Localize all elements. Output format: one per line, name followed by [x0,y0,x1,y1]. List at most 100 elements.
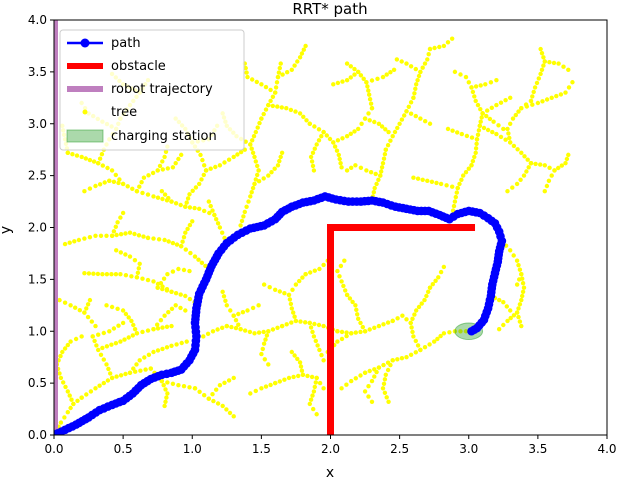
tree-node [475,132,481,137]
tree-node [170,240,176,246]
tree-node [197,389,202,394]
tree-node [101,357,107,362]
tree-node [199,260,205,265]
y-tick-label: 0.0 [28,428,47,442]
legend-label: robot trajectory [111,82,213,97]
tree-node [212,212,217,218]
tree-node [120,181,126,187]
tree-node [113,172,119,178]
tree-node [75,398,80,403]
tree-node [239,218,245,224]
tree-node [227,410,233,416]
tree-node [226,378,232,383]
x-axis: 0.0 0.5 1.0 1.5 2.0 2.5 3.0 3.5 4.0 [44,435,617,456]
tree-node [447,330,452,335]
tree-node [242,209,247,215]
tree-node [367,327,372,332]
tree-node [423,119,428,124]
tree-node [287,297,293,302]
tree-node [511,143,517,149]
tree-node [129,318,134,324]
tree-node [535,100,541,106]
tree-node [273,85,279,90]
tree-node [427,285,433,290]
tree-node [544,183,550,189]
tree-node [335,268,340,274]
tree-node [475,102,481,108]
tree-node [477,123,482,128]
tree-node [503,98,508,103]
tree-node [312,384,317,390]
tree-node [368,170,374,175]
tree-node [222,380,227,385]
tree-node [111,326,117,331]
tree-node [293,318,299,324]
tree-node [420,177,425,182]
tree-node [158,281,164,286]
tree-node [288,301,294,307]
tree-node [464,133,470,139]
tree-node [525,157,530,162]
tree-node [505,318,510,324]
tree-node [479,115,484,120]
tree-node [273,380,278,386]
tree-node [376,121,382,127]
tree-node [250,138,255,143]
tree-node [470,158,476,164]
tree-node [559,163,564,168]
tree-node [97,383,102,388]
tree-node [224,303,229,308]
tree-node [109,233,115,238]
tree-node [498,134,504,140]
legend: path obstacle robot trajectory tree charging… [59,29,245,151]
tree-node [561,64,566,69]
tree-node [173,303,178,308]
tree-node [381,381,387,386]
tree-node [123,273,129,278]
tree-node [220,403,225,409]
tree-node [279,150,285,155]
tree-node [314,142,319,147]
tree-node [151,327,156,332]
tree-node [445,126,451,132]
x-tick-label: 1.0 [183,442,202,456]
tree-node [65,342,71,348]
tree-node [317,266,322,272]
tree-node [413,338,418,344]
tree-node [399,117,405,122]
tree-node [349,331,354,336]
tree-node [353,163,358,168]
tree-node [316,138,322,143]
tree-node [162,237,167,243]
tree-node [57,371,62,376]
tree-node [146,173,151,178]
legend-label: tree [111,105,137,120]
tree-node [173,201,179,206]
tree-node [338,263,344,269]
tree-node [367,118,372,123]
tree-node [410,316,415,321]
tree-node [57,297,62,303]
tree-node [505,126,510,132]
tree-node [284,322,289,327]
tree-node [178,292,183,297]
tree-node [256,168,261,173]
tree-node [547,60,552,65]
tree-node [160,159,165,164]
tree-node [358,73,364,78]
tree-node [344,333,349,339]
tree-node [243,65,248,71]
tree-node [165,391,170,396]
tree-node [380,386,386,391]
tree-node [292,314,297,319]
tree-node [434,180,439,186]
tree-node [268,87,273,93]
tree-node [163,149,169,154]
tree-node [340,136,345,141]
tree-node [116,323,121,328]
tree-node [307,320,312,326]
legend-item-robot-trajectory: robot trajectory [67,82,213,97]
tree-node [459,177,464,182]
tree-node [249,146,254,151]
tree-node [339,279,344,284]
